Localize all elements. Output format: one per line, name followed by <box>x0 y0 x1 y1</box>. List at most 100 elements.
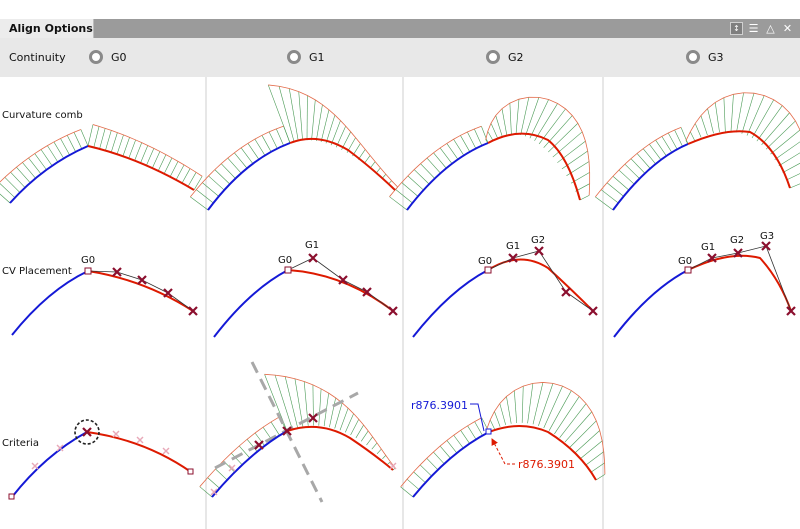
cv-g1: G0 G1 <box>213 240 398 338</box>
curve-a <box>9 145 89 204</box>
close-icon[interactable]: ✕ <box>782 22 793 35</box>
cv-x-marker[interactable] <box>188 306 198 316</box>
cv-x-marker[interactable] <box>228 464 236 472</box>
cv-x-marker[interactable] <box>508 253 518 263</box>
cv-label: G2 <box>531 235 545 246</box>
radius-label-right: r876.3901 <box>518 458 575 471</box>
cv-x-marker[interactable] <box>282 426 292 436</box>
criteria-g1 <box>210 361 397 503</box>
position-check-circle <box>74 419 100 445</box>
cv-x-marker[interactable] <box>761 241 771 251</box>
radius-leader-right <box>491 438 515 465</box>
radio-g1-label: G1 <box>309 50 325 64</box>
cv-x-marker[interactable] <box>588 306 598 316</box>
radio-g1[interactable]: G1 <box>287 50 325 64</box>
cv-x-marker[interactable] <box>162 447 170 455</box>
curve-b <box>87 145 195 191</box>
continuity-options-bar: Continuity G0 G1 G2 G3 <box>0 38 800 77</box>
cv-square[interactable] <box>284 266 292 274</box>
comb-g2 <box>406 132 581 211</box>
cv-x-marker[interactable] <box>707 253 717 263</box>
curve-a <box>412 431 490 498</box>
cv-label: G0 <box>81 255 95 266</box>
diagram-canvas: Curvature comb CV Placement Criteria G0 … <box>0 77 800 529</box>
cv-hull <box>287 257 394 312</box>
cv-x-marker[interactable] <box>308 413 318 423</box>
curve-b <box>487 132 581 201</box>
cv-x-marker[interactable] <box>82 427 92 437</box>
cv-x-marker[interactable] <box>254 440 264 450</box>
curve-a <box>613 269 689 338</box>
cv-x-marker[interactable] <box>561 287 571 297</box>
curve-b <box>289 137 396 191</box>
cv-markers[interactable] <box>254 413 318 450</box>
cv-square[interactable] <box>484 266 492 274</box>
cv-x-marker[interactable] <box>163 288 173 298</box>
curve-a <box>213 269 289 338</box>
cv-markers[interactable] <box>308 253 398 316</box>
cv-label: G0 <box>678 256 692 267</box>
panel-tab-align-options[interactable]: Align Options <box>0 19 94 38</box>
cv-label: G0 <box>278 255 292 266</box>
cv-square <box>8 493 15 500</box>
cv-x-marker[interactable] <box>338 275 348 285</box>
cv-x-marker[interactable] <box>31 462 39 470</box>
cv-x-marker[interactable] <box>137 275 147 285</box>
cv-x-marker[interactable] <box>733 248 743 258</box>
curve-b <box>487 258 594 312</box>
list-icon[interactable]: ☰ <box>748 22 759 35</box>
radio-g3-circle[interactable] <box>686 50 700 64</box>
cv-x-marker[interactable] <box>389 462 397 470</box>
cv-x-marker[interactable] <box>308 253 318 263</box>
radio-g3[interactable]: G3 <box>686 50 724 64</box>
cv-markers[interactable] <box>508 246 598 316</box>
radio-g1-circle[interactable] <box>287 50 301 64</box>
cv-g0: G0 <box>11 255 198 336</box>
cv-x-marker[interactable] <box>136 436 144 444</box>
resize-icon[interactable]: ↕ <box>730 22 743 35</box>
cv-square[interactable] <box>84 267 92 275</box>
cv-square[interactable] <box>684 266 692 274</box>
curve-b <box>687 254 792 312</box>
criteria-g2: r876.3901 r876.3901 <box>411 399 597 498</box>
cv-x-marker[interactable] <box>56 444 64 452</box>
radio-g0[interactable]: G0 <box>89 50 127 64</box>
cv-label: G1 <box>506 241 520 252</box>
radio-g2-label: G2 <box>508 50 524 64</box>
curve-b <box>488 425 597 481</box>
curve-b <box>87 270 194 312</box>
cv-x-marker[interactable] <box>112 430 120 438</box>
radius-point <box>485 428 492 435</box>
cv-x-marker[interactable] <box>362 287 372 297</box>
row-label-criteria: Criteria <box>2 438 39 449</box>
row-label-cv-placement: CV Placement <box>2 266 72 277</box>
cv-label: G2 <box>730 235 744 246</box>
comb-g3 <box>612 130 791 211</box>
cv-g3: G0 G1 G2 G3 <box>613 231 796 338</box>
collapse-icon[interactable]: △ <box>766 22 775 35</box>
radio-g0-circle[interactable] <box>89 50 103 64</box>
radio-g2[interactable]: G2 <box>486 50 524 64</box>
radius-label-left: r876.3901 <box>411 399 468 412</box>
curve-a <box>612 143 689 211</box>
cv-square <box>187 468 194 475</box>
cv-x-marker[interactable] <box>210 488 218 496</box>
cv-markers[interactable] <box>82 427 92 437</box>
curve-b <box>687 130 791 189</box>
cv-markers[interactable] <box>112 267 198 316</box>
radio-g2-circle[interactable] <box>486 50 500 64</box>
row-label-curvature-comb: Curvature comb <box>2 110 83 121</box>
curve-a <box>11 270 89 336</box>
faint-cv-markers <box>210 462 397 496</box>
criteria-g0 <box>8 419 194 500</box>
cv-x-marker[interactable] <box>786 306 796 316</box>
curve-a <box>406 142 489 211</box>
cv-x-marker[interactable] <box>388 306 398 316</box>
cv-x-marker[interactable] <box>534 246 544 256</box>
comb-g1 <box>207 137 396 211</box>
cv-x-marker[interactable] <box>112 267 122 277</box>
curve-b <box>286 425 394 471</box>
cv-label: G1 <box>305 240 319 251</box>
cv-markers[interactable] <box>707 241 796 316</box>
radius-leader-left <box>470 403 485 432</box>
